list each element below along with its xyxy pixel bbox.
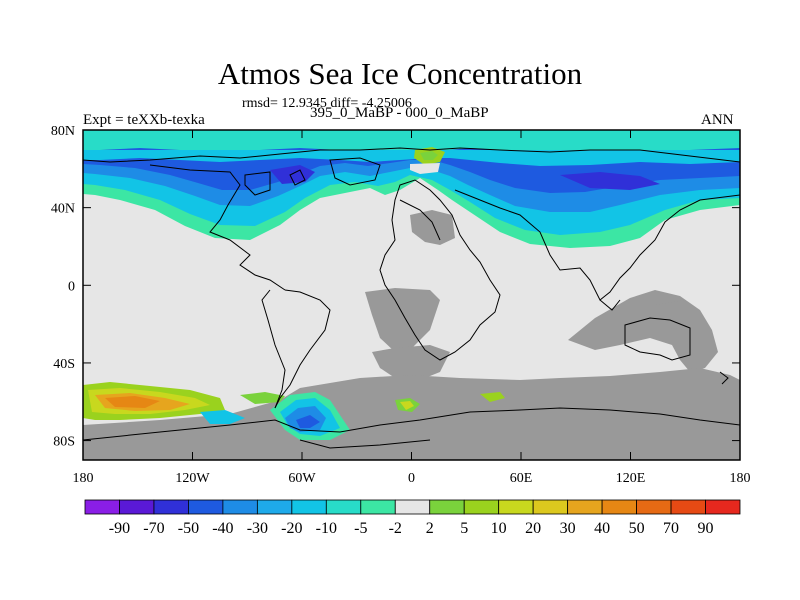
colorbar-swatch [498, 499, 534, 515]
colorbar-label: 40 [594, 520, 610, 537]
colorbar-label: 10 [491, 520, 507, 537]
colorbar-label: 5 [460, 520, 468, 537]
chart-title: Atmos Sea Ice Concentration [217, 56, 583, 91]
coastlines [83, 147, 740, 449]
colorbar-label: -70 [143, 520, 164, 537]
colorbar-label: -5 [354, 520, 367, 537]
colorbar-label: 20 [525, 520, 541, 537]
colorbar-label: -30 [247, 520, 268, 537]
colorbar-swatch [567, 499, 603, 515]
colorbar-label: -20 [281, 520, 302, 537]
colorbar-swatch [463, 499, 500, 515]
colorbar-swatch [291, 499, 327, 515]
colorbar-swatch [360, 499, 396, 515]
colorbar-swatch [222, 499, 258, 515]
colorbar-swatch [670, 499, 706, 515]
y-tick-label: 0 [68, 279, 75, 294]
y-tick-label: 80S [53, 435, 75, 450]
colorbar-swatch [119, 499, 155, 515]
x-tick-label: 0 [408, 471, 415, 486]
colorbar-swatch [188, 499, 224, 515]
x-tick-label: 180 [730, 471, 751, 486]
colorbar-label: -90 [109, 520, 130, 537]
colorbar-label: 50 [629, 520, 645, 537]
colorbar-swatch [256, 499, 293, 515]
x-tick-label: 120W [175, 471, 210, 486]
y-tick-label: 40S [53, 357, 75, 372]
x-tick-label: 60W [288, 471, 316, 486]
colorbar-swatch [705, 499, 741, 515]
colorbar-label: 30 [560, 520, 576, 537]
colorbar-swatch [325, 499, 362, 515]
colorbar-label: 2 [426, 520, 434, 537]
colorbar-swatch [84, 499, 120, 515]
colorbar-label: -2 [389, 520, 402, 537]
stats-label: rmsd= 12.9345 diff= -4.25006 [242, 96, 412, 111]
season-label: ANN [701, 112, 734, 128]
y-tick-label: 40N [51, 202, 75, 217]
colorbar-swatch [394, 499, 431, 515]
land-mask [83, 210, 740, 460]
y-tick-label: 80N [51, 124, 75, 139]
experiment-label: Expt = teXXb-texka [83, 112, 205, 128]
x-tick-label: 120E [616, 471, 646, 486]
colorbar-label: -10 [316, 520, 337, 537]
colorbar-label: 90 [698, 520, 714, 537]
colorbar-swatch [429, 499, 465, 515]
colorbar-label: -50 [178, 520, 199, 537]
colorbar-label: 70 [663, 520, 679, 537]
comparison-label: 395_0_MaBP - 000_0_MaBP [310, 105, 489, 121]
colorbar-swatch [153, 499, 189, 515]
southern-ice-change [83, 382, 505, 440]
colorbar-swatch [636, 499, 672, 515]
x-tick-label: 60E [510, 471, 533, 486]
x-tick-label: 180 [73, 471, 94, 486]
colorbar-swatch [601, 499, 637, 515]
colorbar-label: -40 [212, 520, 233, 537]
colorbar-swatch [532, 499, 569, 515]
